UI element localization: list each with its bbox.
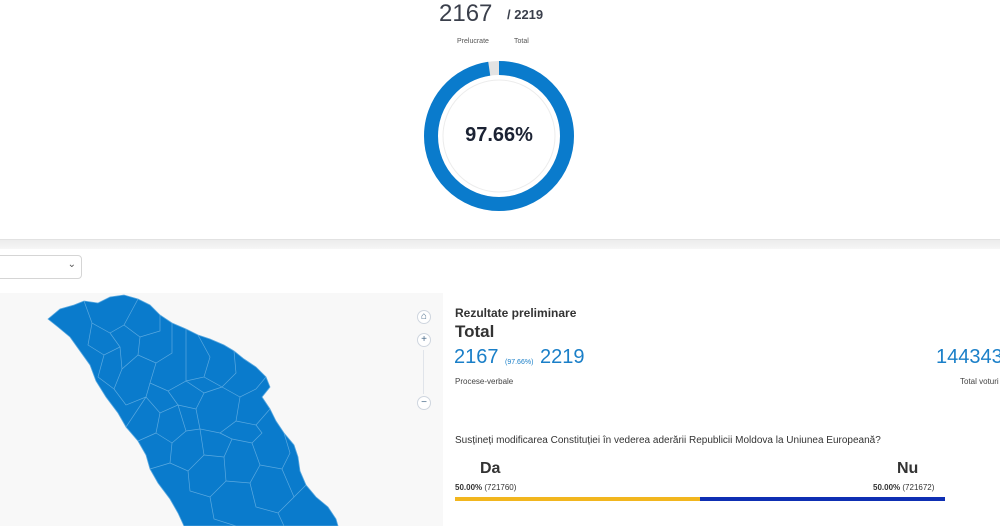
processed-count: 2167 xyxy=(439,0,493,27)
option-no-result: 50.00% (721672) xyxy=(873,483,934,492)
option-no-bar xyxy=(700,497,945,501)
option-yes-votes: (721760) xyxy=(484,483,517,492)
map-country-shape[interactable] xyxy=(47,294,339,526)
pv-processed-count: 2167 xyxy=(454,346,499,368)
total-label: Total xyxy=(514,38,529,45)
option-no-votes: (721672) xyxy=(902,483,935,492)
minus-icon: − xyxy=(421,397,427,408)
processed-label: Prelucrate xyxy=(457,38,489,45)
total-count: / 2219 xyxy=(507,7,544,22)
donut-progress-arc xyxy=(424,61,574,211)
option-no-percent: 50.00% xyxy=(873,483,901,492)
pv-total-count: 2219 xyxy=(540,346,585,368)
option-yes-percent: 50.00% xyxy=(455,483,483,492)
votes-label: Total voturi xyxy=(960,377,999,386)
section-divider xyxy=(0,239,1000,249)
option-no-label: Nu xyxy=(897,460,919,477)
option-yes-result: 50.00% (721760) xyxy=(455,483,516,492)
progress-percent: 97.66% xyxy=(465,124,533,146)
chevron-down-icon: ⌄ xyxy=(67,259,76,270)
option-yes-bar xyxy=(455,497,700,501)
votes-total: 144343 xyxy=(936,346,1000,368)
zoom-in-button[interactable]: + xyxy=(417,333,431,347)
zoom-out-button[interactable]: − xyxy=(417,396,431,410)
donut-inner-ring xyxy=(442,79,556,193)
zoom-slider-track[interactable] xyxy=(423,350,424,394)
pv-label: Procese-verbale xyxy=(455,377,514,386)
map-district-borders xyxy=(83,298,307,526)
home-icon: ⌂ xyxy=(420,311,428,322)
referendum-question: Susțineți modificarea Constituției în ve… xyxy=(455,435,881,446)
option-yes-label: Da xyxy=(480,460,501,477)
pv-percent: (97.66%) xyxy=(505,359,534,366)
map-home-button[interactable]: ⌂ xyxy=(417,310,431,324)
plus-icon: + xyxy=(421,334,427,345)
progress-donut xyxy=(424,61,574,211)
region-select[interactable]: ⌄ xyxy=(0,255,82,279)
results-heading: Rezultate preliminare xyxy=(455,306,577,320)
results-title: Total xyxy=(455,322,495,341)
moldova-map[interactable] xyxy=(0,293,443,526)
